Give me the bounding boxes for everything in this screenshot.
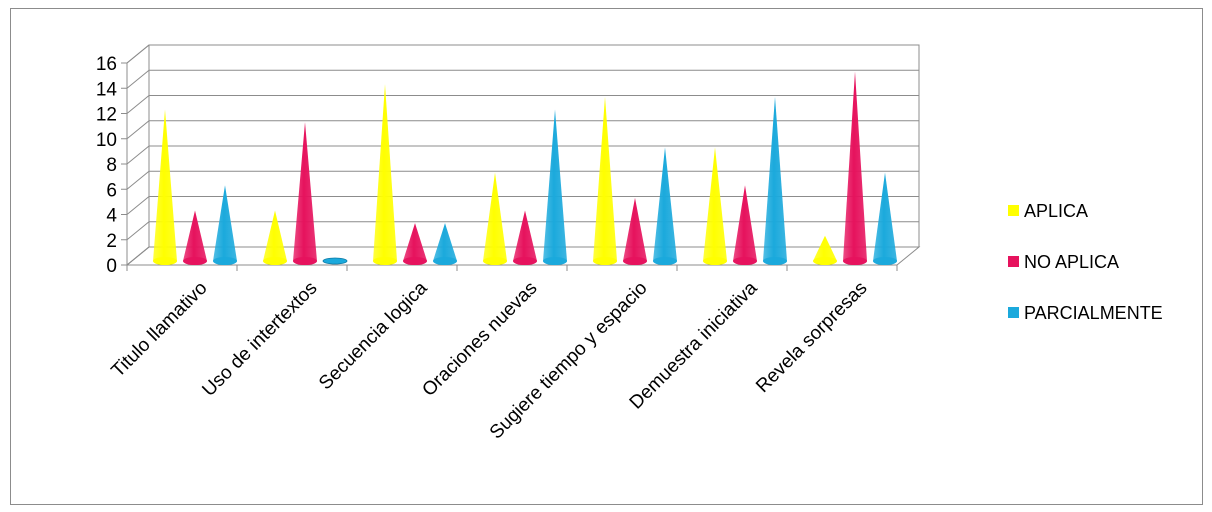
y-tick-label: 2: [106, 231, 117, 252]
cone-no-aplica: [843, 71, 867, 265]
cone-parcialmente: [653, 147, 677, 265]
category-label: Uso de intertextos: [198, 278, 321, 401]
cone-aplica: [703, 147, 727, 265]
legend: APLICA NO APLICA PARCIALMENTE: [1008, 201, 1163, 323]
cone-aplica: [263, 210, 287, 265]
cone-parcialmente: [213, 185, 237, 265]
cone-aplica: [153, 109, 177, 265]
category-label: Oraciones nuevas: [418, 278, 541, 401]
legend-swatch: [1008, 307, 1019, 318]
gridline: [126, 145, 919, 165]
legend-item: APLICA: [1008, 201, 1088, 221]
legend-item: NO APLICA: [1008, 252, 1119, 272]
y-tick-label: 6: [106, 180, 117, 201]
legend-swatch: [1008, 205, 1019, 216]
y-tick-label: 8: [106, 155, 117, 176]
gridline: [126, 170, 919, 190]
category-label: Revela sorpresas: [752, 278, 871, 397]
cone-no-aplica: [403, 223, 427, 265]
cone-parcialmente: [322, 257, 348, 265]
y-tick-label: 10: [96, 130, 117, 151]
cone-aplica: [813, 235, 837, 265]
cone-aplica: [593, 96, 617, 265]
cone-parcialmente: [433, 223, 457, 265]
cone-aplica: [483, 172, 507, 265]
gridline: [126, 95, 919, 114]
plot-area: [153, 71, 897, 265]
category-label: Titulo llamativo: [108, 278, 212, 382]
legend-item: PARCIALMENTE: [1008, 303, 1163, 323]
cone-no-aplica: [293, 122, 317, 265]
category-label: Secuencia logica: [315, 277, 432, 394]
legend-label: APLICA: [1024, 201, 1088, 221]
y-tick-label: 16: [96, 54, 117, 75]
cone-parcialmente: [873, 172, 897, 265]
y-tick-label: 4: [106, 206, 117, 227]
cone-parcialmente: [763, 96, 787, 265]
cone-parcialmente: [543, 109, 567, 265]
y-tick-label: 12: [96, 105, 117, 126]
cone-no-aplica: [733, 185, 757, 265]
legend-label: PARCIALMENTE: [1024, 303, 1163, 323]
y-tick-label: 14: [96, 79, 118, 100]
gridline: [126, 120, 919, 140]
gridline: [126, 69, 919, 89]
y-tick-label: 0: [106, 256, 117, 277]
y-axis: 0 2 4 6 8 10 12 14 16: [96, 54, 128, 277]
gridline: [126, 44, 919, 64]
legend-swatch: [1008, 256, 1019, 267]
cone-no-aplica: [183, 210, 207, 265]
gridline: [126, 196, 919, 215]
cone-no-aplica: [623, 197, 647, 265]
cone-aplica: [373, 84, 397, 265]
legend-label: NO APLICA: [1024, 252, 1119, 272]
cone-no-aplica: [513, 210, 537, 265]
